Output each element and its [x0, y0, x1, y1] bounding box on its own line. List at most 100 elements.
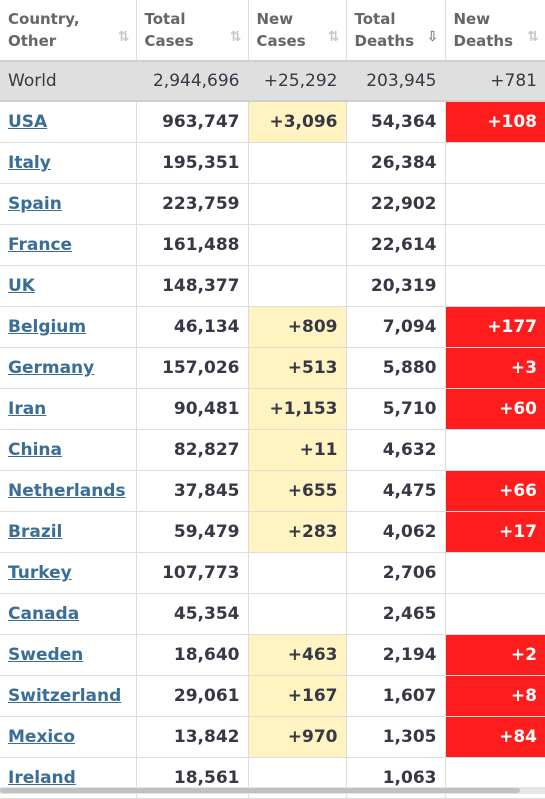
new-deaths-cell — [445, 224, 545, 266]
world-total-deaths: 203,945 — [346, 60, 446, 102]
column-header-label: New Deaths — [453, 10, 514, 50]
total-cases-cell: 29,061 — [136, 675, 249, 717]
table-row: Mexico 13,842 +970 1,305 +84 — [0, 716, 545, 758]
sort-desc-icon[interactable]: ⇩ — [426, 29, 439, 45]
country-cell: Turkey — [0, 552, 137, 594]
total-cases-cell: 90,481 — [136, 388, 249, 430]
table-row: UK 148,377 20,319 — [0, 265, 545, 307]
new-deaths-cell — [445, 593, 545, 635]
table-row: USA 963,747 +3,096 54,364 +108 — [0, 101, 545, 143]
column-header-total-cases[interactable]: Total Cases ⇅ — [136, 0, 249, 61]
new-cases-cell — [248, 224, 347, 266]
total-cases-cell: 59,479 — [136, 511, 249, 553]
column-header-new-cases[interactable]: New Cases ⇅ — [248, 0, 347, 61]
new-cases-cell — [248, 183, 347, 225]
new-cases-cell: +513 — [248, 347, 347, 389]
country-link[interactable]: Turkey — [8, 563, 72, 583]
column-header-country[interactable]: Country, Other ⇅ — [0, 0, 137, 61]
country-link[interactable]: Sweden — [8, 645, 84, 665]
scrollbar-thumb[interactable] — [0, 788, 520, 793]
horizontal-scrollbar[interactable] — [0, 787, 545, 794]
country-link[interactable]: Canada — [8, 604, 80, 624]
new-deaths-cell: +2 — [445, 634, 545, 676]
header-row: Country, Other ⇅ Total Cases ⇅ New Cases… — [0, 0, 545, 61]
country-link[interactable]: Germany — [8, 358, 95, 378]
column-header-new-deaths[interactable]: New Deaths ⇅ — [445, 0, 545, 61]
total-cases-cell: 157,026 — [136, 347, 249, 389]
sort-icon[interactable]: ⇅ — [117, 29, 130, 45]
table-row: Italy 195,351 26,384 — [0, 142, 545, 184]
new-deaths-cell: +108 — [445, 101, 545, 143]
country-cell: Netherlands — [0, 470, 137, 512]
country-cell: UK — [0, 265, 137, 307]
country-cell: Iran — [0, 388, 137, 430]
total-cases-cell: 963,747 — [136, 101, 249, 143]
country-link[interactable]: Mexico — [8, 727, 75, 747]
total-deaths-cell: 7,094 — [346, 306, 446, 348]
country-cell: Sweden — [0, 634, 137, 676]
country-link[interactable]: USA — [8, 112, 48, 132]
country-cell: Spain — [0, 183, 137, 225]
new-cases-cell: +283 — [248, 511, 347, 553]
world-new-deaths: +781 — [445, 60, 545, 102]
new-cases-cell: +655 — [248, 470, 347, 512]
new-deaths-cell — [445, 142, 545, 184]
country-link[interactable]: Iran — [8, 399, 47, 419]
column-header-total-deaths[interactable]: Total Deaths ⇩ — [346, 0, 446, 61]
total-cases-cell: 195,351 — [136, 142, 249, 184]
table-row: Canada 45,354 2,465 — [0, 593, 545, 635]
country-link[interactable]: France — [8, 235, 73, 255]
column-header-label: Total Deaths — [354, 10, 415, 50]
total-deaths-cell: 4,632 — [346, 429, 446, 471]
table-row: Iran 90,481 +1,153 5,710 +60 — [0, 388, 545, 430]
sort-icon[interactable]: ⇅ — [527, 29, 539, 45]
table-row: Belgium 46,134 +809 7,094 +177 — [0, 306, 545, 348]
country-link[interactable]: Brazil — [8, 522, 63, 542]
total-cases-cell: 46,134 — [136, 306, 249, 348]
sort-icon[interactable]: ⇅ — [327, 29, 340, 45]
total-cases-cell: 37,845 — [136, 470, 249, 512]
new-deaths-cell: +177 — [445, 306, 545, 348]
country-link[interactable]: Belgium — [8, 317, 87, 337]
country-link[interactable]: UK — [8, 276, 35, 296]
total-cases-cell: 45,354 — [136, 593, 249, 635]
total-deaths-cell: 22,902 — [346, 183, 446, 225]
new-cases-cell: +463 — [248, 634, 347, 676]
sort-icon[interactable]: ⇅ — [229, 29, 242, 45]
new-deaths-cell: +66 — [445, 470, 545, 512]
country-link[interactable]: China — [8, 440, 62, 460]
total-deaths-cell: 4,475 — [346, 470, 446, 512]
new-cases-cell — [248, 142, 347, 184]
new-deaths-cell — [445, 552, 545, 594]
country-cell: Mexico — [0, 716, 137, 758]
country-cell: China — [0, 429, 137, 471]
total-deaths-cell: 2,465 — [346, 593, 446, 635]
country-cell: Canada — [0, 593, 137, 635]
total-deaths-cell: 1,607 — [346, 675, 446, 717]
total-deaths-cell: 5,710 — [346, 388, 446, 430]
table-row: Turkey 107,773 2,706 — [0, 552, 545, 594]
new-deaths-cell — [445, 183, 545, 225]
total-cases-cell: 148,377 — [136, 265, 249, 307]
new-deaths-cell — [445, 429, 545, 471]
table-row: Sweden 18,640 +463 2,194 +2 — [0, 634, 545, 676]
country-link[interactable]: Italy — [8, 153, 51, 173]
total-deaths-cell: 26,384 — [346, 142, 446, 184]
new-cases-cell — [248, 552, 347, 594]
country-link[interactable]: Ireland — [8, 768, 76, 788]
total-deaths-cell: 5,880 — [346, 347, 446, 389]
new-cases-cell: +167 — [248, 675, 347, 717]
table-row: Switzerland 29,061 +167 1,607 +8 — [0, 675, 545, 717]
total-cases-cell: 107,773 — [136, 552, 249, 594]
country-cell: Belgium — [0, 306, 137, 348]
new-deaths-cell: +84 — [445, 716, 545, 758]
total-deaths-cell: 2,706 — [346, 552, 446, 594]
total-cases-cell: 18,640 — [136, 634, 249, 676]
country-link[interactable]: Spain — [8, 194, 62, 214]
country-link[interactable]: Netherlands — [8, 481, 126, 501]
total-cases-cell: 161,488 — [136, 224, 249, 266]
column-header-label: New Cases — [256, 10, 306, 50]
total-deaths-cell: 54,364 — [346, 101, 446, 143]
country-link[interactable]: Switzerland — [8, 686, 122, 706]
